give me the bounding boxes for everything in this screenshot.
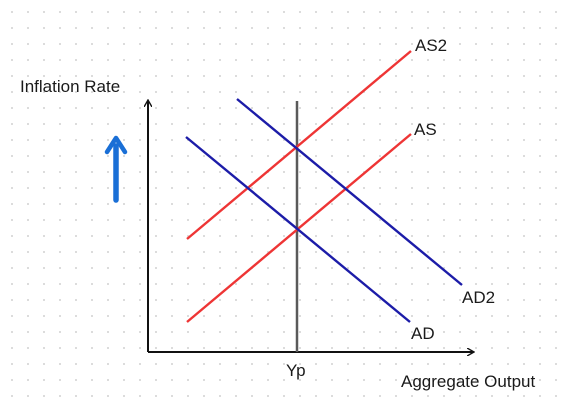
x-axis-label: Aggregate Output [401,372,536,391]
as2-curve-label: AS2 [415,36,448,55]
ad-curve [185,136,411,323]
potential-output-label: Yp [286,361,306,380]
ad2-curve-label: AD2 [462,288,496,307]
as-curve-label: AS [414,120,437,139]
up-arrow-icon [104,135,128,203]
ad-curve-label: AD [411,324,435,343]
ad2-curve [236,98,463,286]
as2-curve [186,50,412,240]
y-axis-label: Inflation Rate [20,77,121,96]
as-curve [186,133,412,323]
